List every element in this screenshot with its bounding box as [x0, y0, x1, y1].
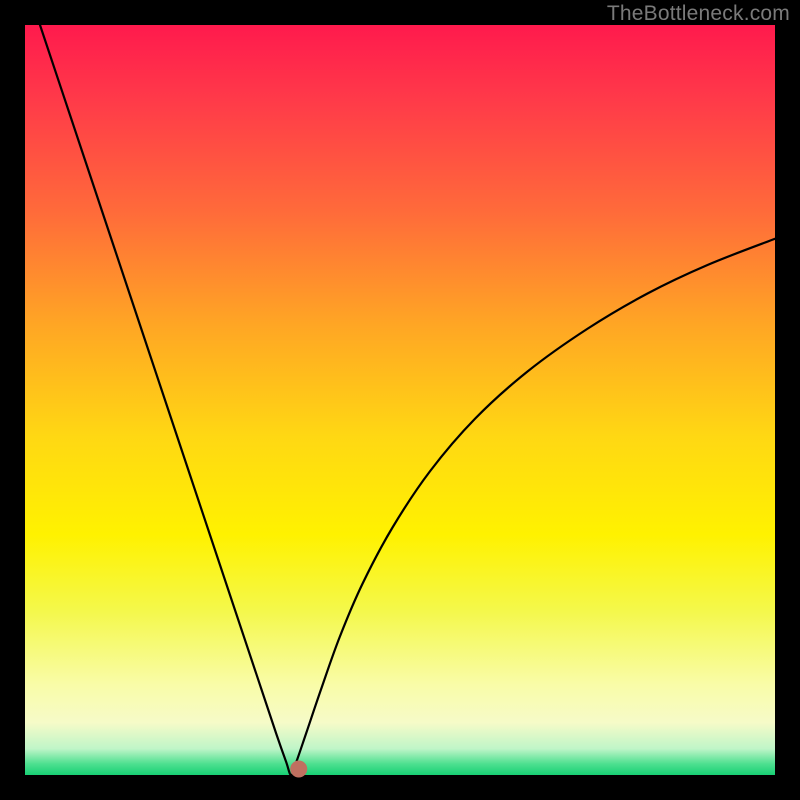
bottleneck-chart [0, 0, 800, 800]
optimal-point-marker [291, 761, 307, 777]
watermark-text: TheBottleneck.com [607, 2, 790, 26]
chart-plot-area [25, 25, 775, 775]
chart-container: TheBottleneck.com [0, 0, 800, 800]
